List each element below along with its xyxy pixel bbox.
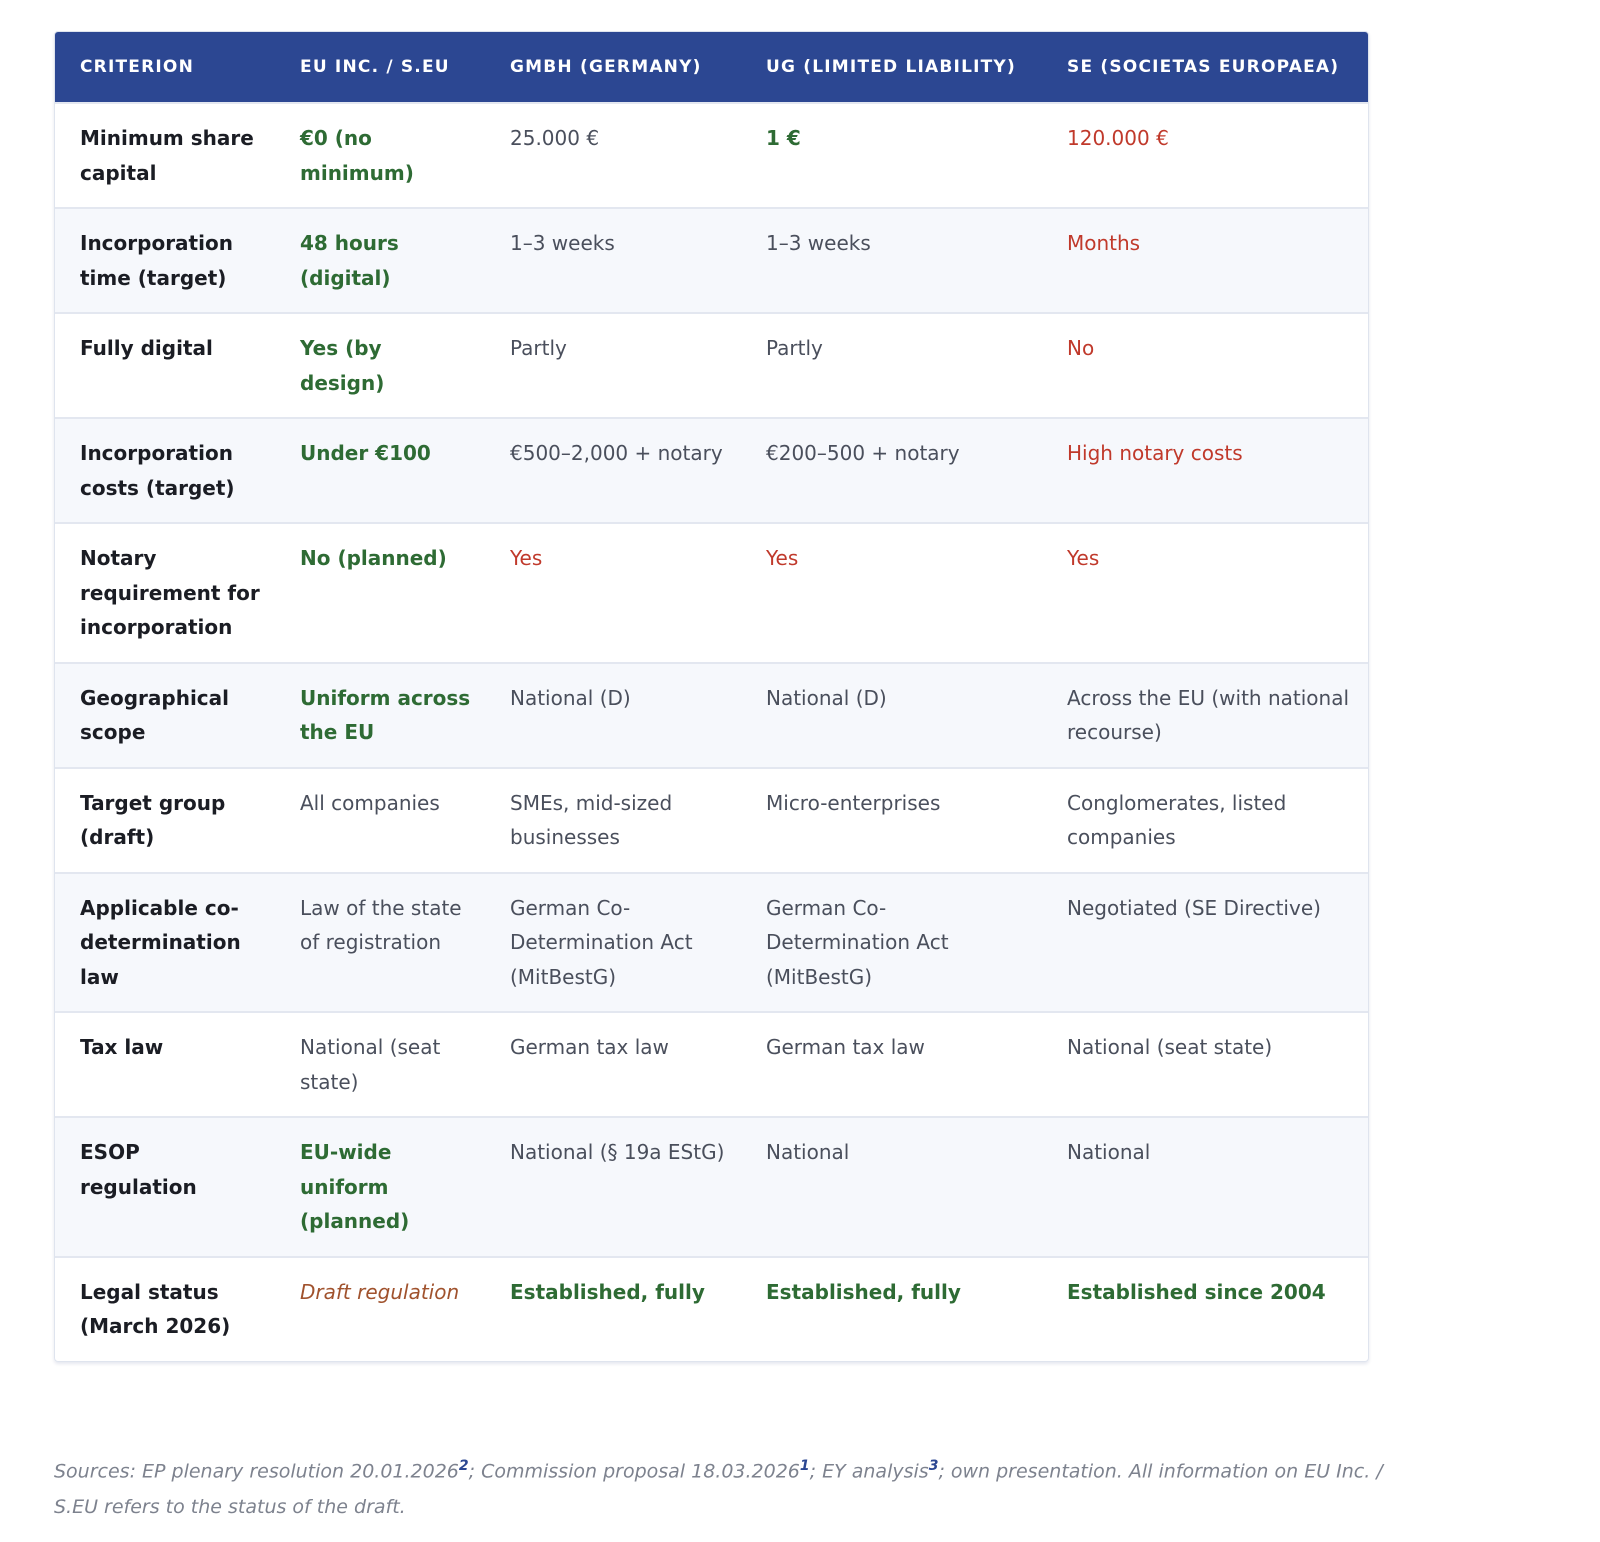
value-cell: German tax law [741, 1011, 1042, 1117]
value-cell: No (planned) [275, 522, 485, 663]
column-header: UG (LIMITED LIABILITY) [741, 32, 1042, 103]
table-row: Legal status (March 2026) Draft regulatio… [55, 1255, 1368, 1361]
value-cell: €0 (no minimum) [275, 102, 485, 208]
table-row: Fully digital Yes (by design) Partly Partly… [55, 312, 1368, 418]
criterion-cell: Target group (draft) [55, 766, 275, 873]
value-cell: Negotiated (SE Directive) [1042, 871, 1368, 1012]
value-cell: 120.000 € [1042, 102, 1368, 208]
table-row: Geographical scope Uniform across the EU N… [55, 661, 1368, 768]
criterion-cell: Fully digital [55, 312, 275, 418]
value-cell: High notary costs [1042, 417, 1368, 523]
footnote-ref-1[interactable]: 1 [799, 1458, 810, 1474]
value-cell: Yes [741, 522, 1042, 663]
value-cell: 1 € [741, 102, 1042, 208]
value-cell: National (§ 19a EStG) [485, 1116, 741, 1257]
footnote-text: Sources: EP plenary resolution 20.01.202… [54, 1460, 459, 1483]
value-cell: Partly [741, 312, 1042, 418]
value-cell: 1–3 weeks [485, 207, 741, 313]
value-cell: Under €100 [275, 417, 485, 523]
footnote-text: ; own presentation. All information on E… [54, 1460, 1383, 1519]
table-row: Incorporation costs (target) Under €100 €5… [55, 417, 1368, 523]
table-row: Tax law National (seat state) German tax l… [55, 1011, 1368, 1117]
value-cell: Micro-enterprises [741, 766, 1042, 873]
value-cell: National [1042, 1116, 1368, 1257]
footnote-text: ; EY analysis [809, 1460, 929, 1483]
sources-footnote: Sources: EP plenary resolution 20.01.202… [54, 1448, 1384, 1525]
value-cell: 25.000 € [485, 102, 741, 208]
column-header: CRITERION [55, 32, 275, 103]
value-cell: Yes [1042, 522, 1368, 663]
value-cell: Months [1042, 207, 1368, 313]
value-cell: €200–500 + notary [741, 417, 1042, 523]
value-cell: National (seat state) [275, 1011, 485, 1117]
value-cell: Established since 2004 [1042, 1255, 1368, 1361]
table-row: Applicable co-determination law Law of th… [55, 871, 1368, 1012]
table-row: Incorporation time (target) 48 hours (dig… [55, 207, 1368, 313]
value-cell: SMEs, mid-sized businesses [485, 766, 741, 873]
value-cell: Conglomerates, listed companies [1042, 766, 1368, 873]
comparison-table: CRITERION EU INC. / S.EU GMBH (GERMANY) UG … [55, 32, 1368, 1361]
value-cell: National [741, 1116, 1042, 1257]
value-cell: 1–3 weeks [741, 207, 1042, 313]
criterion-cell: Tax law [55, 1011, 275, 1117]
footnote-text: ; Commission proposal 18.03.2026 [468, 1460, 800, 1483]
column-header: SE (SOCIETAS EUROPAEA) [1042, 32, 1368, 103]
value-cell: EU-wide uniform (planned) [275, 1116, 485, 1257]
value-cell: National (D) [485, 661, 741, 768]
criterion-cell: Applicable co-determination law [55, 871, 275, 1012]
criterion-cell: Incorporation costs (target) [55, 417, 275, 523]
value-cell: Established, fully [741, 1255, 1042, 1361]
value-cell: German tax law [485, 1011, 741, 1117]
value-cell: German Co-Determination Act (MitBestG) [741, 871, 1042, 1012]
value-cell: Yes [485, 522, 741, 663]
column-header: EU INC. / S.EU [275, 32, 485, 103]
value-cell: National (seat state) [1042, 1011, 1368, 1117]
criterion-cell: Incorporation time (target) [55, 207, 275, 313]
criterion-cell: ESOP regulation [55, 1116, 275, 1257]
value-cell: Uniform across the EU [275, 661, 485, 768]
criterion-cell: Geographical scope [55, 661, 275, 768]
table-row: ESOP regulation EU-wide uniform (planned)… [55, 1116, 1368, 1257]
value-cell: Draft regulation [275, 1255, 485, 1361]
footnote-ref-3[interactable]: 3 [928, 1458, 939, 1474]
criterion-cell: Minimum share capital [55, 102, 275, 208]
value-cell: 48 hours (digital) [275, 207, 485, 313]
table-row: Target group (draft) All companies SMEs, m… [55, 766, 1368, 873]
value-cell: Established, fully [485, 1255, 741, 1361]
value-cell: Partly [485, 312, 741, 418]
value-cell: All companies [275, 766, 485, 873]
value-cell: German Co-Determination Act (MitBestG) [485, 871, 741, 1012]
criterion-cell: Legal status (March 2026) [55, 1255, 275, 1361]
value-cell: National (D) [741, 661, 1042, 768]
column-header: GMBH (GERMANY) [485, 32, 741, 103]
table-row: Notary requirement for incorporation No (… [55, 522, 1368, 663]
value-cell: Yes (by design) [275, 312, 485, 418]
value-cell: €500–2,000 + notary [485, 417, 741, 523]
comparison-table-container: CRITERION EU INC. / S.EU GMBH (GERMANY) UG … [54, 31, 1369, 1362]
table-header-row: CRITERION EU INC. / S.EU GMBH (GERMANY) UG … [55, 32, 1368, 103]
value-cell: No [1042, 312, 1368, 418]
footnote-ref-2[interactable]: 2 [458, 1458, 469, 1474]
criterion-cell: Notary requirement for incorporation [55, 522, 275, 663]
value-cell: Law of the state of registration [275, 871, 485, 1012]
table-row: Minimum share capital €0 (no minimum) 25.0… [55, 102, 1368, 208]
value-cell: Across the EU (with national recourse) [1042, 661, 1368, 768]
